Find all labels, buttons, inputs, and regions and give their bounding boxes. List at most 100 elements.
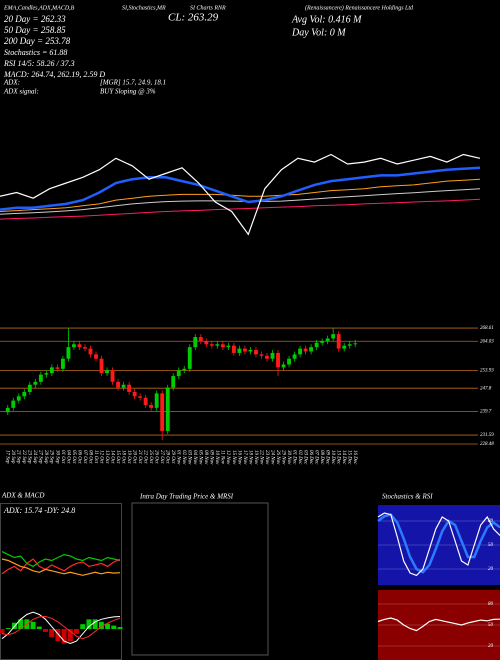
- candle-body: [347, 344, 352, 346]
- x-tick-label: 27 Oct: [159, 450, 164, 464]
- candle-body: [309, 347, 314, 352]
- x-tick-label: 03 Dec: [302, 450, 307, 465]
- x-tick-label: 30 Nov: [286, 450, 291, 465]
- x-tick-label: 12 Oct: [98, 450, 103, 464]
- x-tick-label: 13 Oct: [104, 450, 109, 464]
- x-tick-label: 02 Dec: [297, 450, 302, 465]
- x-tick-label: 21 Sep: [16, 450, 21, 464]
- x-tick-label: 05 Nov: [198, 450, 203, 465]
- annotation: RSI 14/5: 58.26 / 37.3: [3, 59, 75, 68]
- candle-body: [44, 373, 49, 375]
- x-tick-label: 10 Dec: [330, 450, 335, 465]
- candle-body: [254, 350, 258, 355]
- y-tick-label: 80: [488, 519, 494, 524]
- x-tick-label: 25 Oct: [148, 450, 153, 464]
- histogram-bar: [111, 625, 117, 629]
- x-tick-label: 29 Sep: [49, 450, 54, 464]
- x-tick-label: 06 Dec: [308, 450, 313, 465]
- x-tick-label: 28 Sep: [43, 450, 48, 464]
- candle-body: [325, 338, 330, 342]
- x-tick-label: 20 Sep: [10, 450, 15, 464]
- x-tick-label: 20 Oct: [131, 450, 136, 464]
- candle-body: [99, 358, 104, 374]
- candle-body: [287, 358, 291, 365]
- annotation: [MGR] 15.7, 24.9, 18.1: [100, 79, 166, 87]
- candle-body: [265, 355, 269, 359]
- x-tick-label: 29 Oct: [170, 450, 175, 464]
- x-tick-label: 28 Oct: [165, 450, 170, 464]
- candle-body: [237, 348, 242, 353]
- candle-body: [94, 354, 98, 359]
- histogram-bar: [36, 626, 42, 629]
- x-tick-label: 02 Nov: [181, 450, 186, 465]
- histogram-bar: [49, 629, 55, 638]
- line-series: [377, 617, 500, 632]
- histogram-bar: [61, 629, 67, 644]
- x-tick-label: 18 Oct: [120, 450, 125, 464]
- annotation: EMA,Candles,ADX,MACD,B: [3, 5, 75, 11]
- candle-body: [331, 334, 336, 339]
- candle-body: [198, 337, 203, 342]
- line-series: [377, 512, 500, 577]
- x-tick-label: 10 Nov: [214, 450, 219, 465]
- annotation: MACD: 264.74, 262.19, 2.59 D: [3, 70, 105, 79]
- line-series: [377, 513, 500, 574]
- panel-background: [378, 590, 500, 660]
- x-tick-label: 16 Nov: [236, 450, 241, 465]
- annotation: ADX:: [3, 79, 20, 87]
- x-tick-label: 07 Dec: [313, 450, 318, 465]
- histogram-bar: [98, 621, 104, 629]
- candle-body: [72, 344, 76, 348]
- candle-body: [33, 381, 38, 385]
- x-tick-label: 19 Oct: [126, 450, 131, 464]
- x-tick-label: 15 Dec: [347, 450, 352, 465]
- y-tick-label: 20: [488, 644, 494, 649]
- y-tick-label: 247.8: [480, 386, 492, 391]
- candle-body: [226, 345, 231, 348]
- candle-body: [88, 348, 93, 355]
- histogram-bar: [92, 619, 98, 629]
- histogram-bar: [55, 629, 61, 642]
- x-tick-label: 05 Oct: [71, 450, 76, 464]
- line-series: [0, 178, 481, 212]
- x-tick-label: 29 Nov: [280, 450, 285, 465]
- x-tick-label: 06 Oct: [76, 450, 81, 464]
- annotation: SI,Stochastics,MR: [122, 5, 166, 11]
- x-tick-label: 24 Nov: [269, 450, 274, 465]
- annotation: (Renaissancere) Renaissancere Holdings L…: [305, 4, 414, 11]
- line-series: [0, 153, 481, 236]
- annotation: SI Charts RNR: [190, 5, 226, 11]
- x-tick-label: 07 Oct: [82, 450, 87, 464]
- candle-body: [11, 400, 16, 408]
- y-tick-label: 264.03: [480, 339, 494, 344]
- histogram-bar: [0, 629, 5, 634]
- candle-body: [209, 344, 214, 346]
- candle-body: [193, 337, 198, 348]
- candle-body: [27, 384, 32, 392]
- x-tick-label: 15 Nov: [231, 450, 236, 465]
- y-tick-label: 268.61: [480, 326, 494, 331]
- candle-body: [259, 354, 264, 356]
- histogram-bar: [5, 628, 11, 629]
- x-tick-label: 08 Nov: [203, 450, 208, 465]
- x-tick-label: 14 Oct: [109, 450, 114, 464]
- chart-label: ADX: 15.74 -DY: 24.8: [3, 506, 75, 515]
- candle-body: [248, 350, 253, 352]
- x-tick-label: 22 Sep: [21, 450, 26, 464]
- annotation: Stochastics = 61.88: [4, 48, 67, 57]
- y-tick-label: 80: [488, 602, 494, 607]
- annotation: Avg Vol: 0.416 M: [291, 14, 362, 25]
- x-tick-label: 22 Nov: [258, 450, 263, 465]
- y-tick-label: 20: [488, 567, 494, 572]
- x-tick-label: 12 Nov: [225, 450, 230, 465]
- candle-body: [22, 391, 27, 397]
- candle-body: [303, 348, 308, 352]
- intraday-panel: [131, 502, 269, 656]
- histogram-bar: [74, 629, 80, 634]
- x-tick-label: 01 Nov: [176, 450, 181, 465]
- line-series: [1, 611, 121, 645]
- x-tick-label: 17 Nov: [242, 450, 247, 465]
- line-series: [1, 551, 121, 568]
- candle-body: [353, 343, 358, 345]
